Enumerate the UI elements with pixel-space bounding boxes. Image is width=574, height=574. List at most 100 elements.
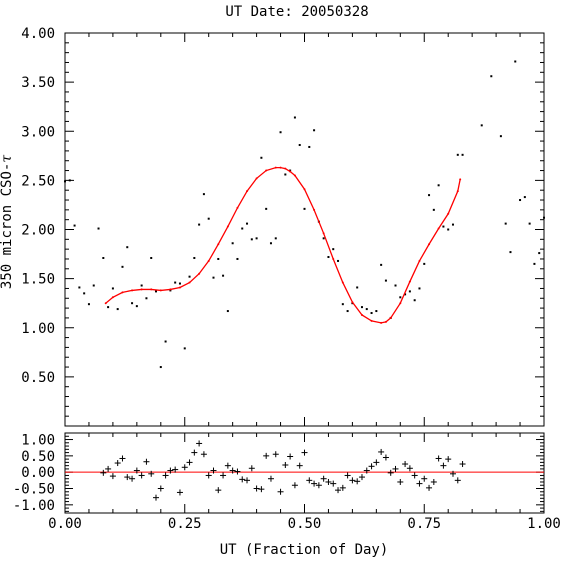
y-tick-label: 4.00 bbox=[21, 26, 55, 42]
y-tick-label: 1.50 bbox=[21, 272, 55, 288]
data-point bbox=[538, 252, 541, 255]
residual-point bbox=[430, 478, 437, 485]
data-point bbox=[490, 75, 493, 78]
residual-point bbox=[258, 486, 265, 493]
residual-point bbox=[287, 453, 294, 460]
residual-point bbox=[133, 467, 140, 474]
data-point bbox=[135, 305, 138, 308]
data-point bbox=[365, 308, 368, 311]
data-point bbox=[447, 228, 450, 231]
y-tick-label: 0.50 bbox=[21, 370, 55, 386]
residual-point bbox=[435, 455, 442, 462]
data-point bbox=[504, 222, 507, 225]
data-point bbox=[451, 223, 454, 226]
data-point bbox=[509, 251, 512, 254]
fit-curve-point bbox=[293, 174, 296, 177]
residual-point bbox=[363, 467, 370, 474]
data-point bbox=[246, 222, 249, 225]
residual-point bbox=[382, 454, 389, 461]
data-point bbox=[423, 262, 426, 265]
data-point bbox=[337, 259, 340, 262]
residual-point bbox=[239, 476, 246, 483]
data-point bbox=[178, 282, 181, 285]
fit-curve-point bbox=[437, 227, 440, 230]
residual-point bbox=[210, 467, 217, 474]
data-point bbox=[64, 180, 66, 183]
top-axes: 4.00 3.50 3.00 2.50 2.00 1.50 1.00 0.50 bbox=[21, 26, 545, 426]
x-tick-label: 1.00 bbox=[527, 516, 561, 532]
residual-point bbox=[339, 484, 346, 491]
data-point bbox=[442, 225, 445, 228]
data-point bbox=[164, 340, 167, 343]
residual-point bbox=[100, 469, 107, 476]
data-point bbox=[241, 227, 244, 230]
residual-point bbox=[109, 473, 116, 480]
fit-curve-point bbox=[255, 177, 258, 180]
x-tick-label: 0.25 bbox=[168, 516, 202, 532]
residual-point bbox=[282, 462, 289, 468]
residual-point bbox=[267, 475, 274, 482]
residual-point bbox=[176, 489, 183, 496]
residual-point bbox=[449, 470, 456, 477]
residual-point bbox=[200, 451, 207, 458]
data-point bbox=[107, 306, 110, 309]
top-series-layer bbox=[64, 60, 545, 369]
residual-point bbox=[440, 462, 447, 469]
data-point bbox=[102, 256, 105, 259]
residual-point bbox=[272, 451, 279, 458]
fit-curve-point bbox=[351, 301, 354, 304]
fit-curve-point bbox=[389, 316, 392, 319]
residual-point bbox=[411, 472, 418, 479]
fit-curve-point bbox=[384, 320, 387, 323]
residual-point bbox=[387, 469, 394, 476]
fit-curve-point bbox=[313, 208, 316, 211]
residual-point bbox=[196, 440, 203, 447]
fit-curve-point bbox=[289, 170, 292, 173]
y-axis-label: 350 micron CSO-τ bbox=[0, 155, 15, 289]
residual-point bbox=[320, 475, 327, 482]
data-point bbox=[404, 293, 407, 296]
data-point bbox=[322, 237, 325, 240]
data-point bbox=[332, 248, 335, 251]
data-point bbox=[217, 257, 220, 260]
data-point bbox=[274, 237, 277, 240]
residual-point bbox=[114, 460, 121, 467]
x-tick-label: 0.75 bbox=[407, 516, 441, 532]
residual-point bbox=[296, 462, 303, 469]
fit-curve-point bbox=[111, 296, 114, 299]
residual-point bbox=[191, 449, 198, 456]
residual-point bbox=[349, 477, 356, 484]
data-point bbox=[461, 153, 464, 156]
data-point bbox=[375, 310, 378, 313]
residual-point bbox=[234, 468, 241, 475]
fit-curve-point bbox=[428, 243, 431, 246]
fit-curve-point bbox=[121, 291, 124, 294]
data-point bbox=[269, 242, 272, 245]
y-tick-label: 3.00 bbox=[21, 124, 55, 140]
y-tick-label: 1.00 bbox=[21, 321, 55, 337]
data-point bbox=[140, 284, 143, 287]
fit-curve-point bbox=[459, 178, 462, 181]
residual-point bbox=[167, 467, 174, 474]
fit-curve-point bbox=[284, 167, 287, 170]
data-point bbox=[408, 290, 411, 293]
residual-y-tick-label: 0.50 bbox=[21, 449, 55, 465]
residual-point bbox=[291, 482, 298, 489]
data-point bbox=[428, 194, 431, 197]
residual-point bbox=[148, 470, 155, 477]
data-point bbox=[303, 207, 306, 210]
data-point bbox=[432, 208, 435, 211]
residual-point bbox=[325, 478, 332, 485]
fit-curve-point bbox=[279, 166, 282, 169]
residual-point bbox=[406, 465, 413, 472]
data-point bbox=[356, 286, 359, 289]
data-point bbox=[293, 116, 296, 119]
y-tick-label: 3.50 bbox=[21, 75, 55, 91]
data-point bbox=[212, 276, 215, 279]
data-point bbox=[92, 284, 95, 287]
data-point bbox=[87, 303, 90, 306]
residual-point bbox=[205, 472, 212, 479]
data-point bbox=[514, 60, 517, 63]
fit-curve-point bbox=[188, 281, 191, 284]
data-point bbox=[126, 246, 129, 249]
